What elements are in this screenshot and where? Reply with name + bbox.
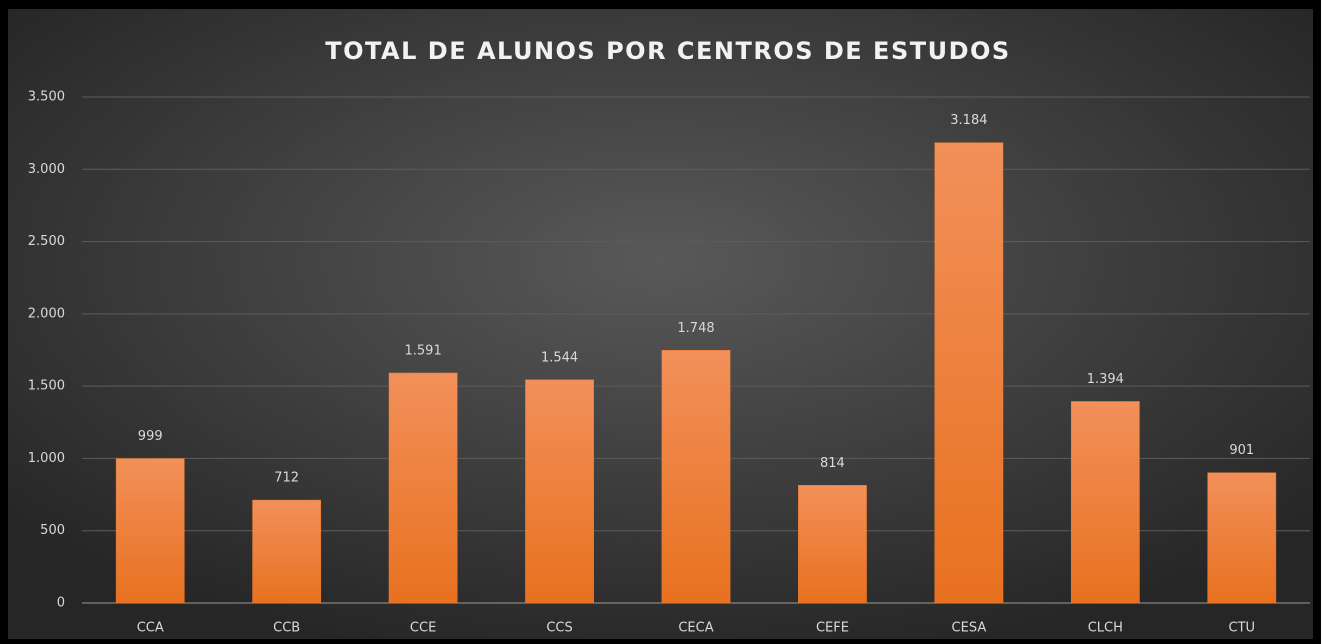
value-label: 814 — [820, 456, 845, 471]
bar — [388, 372, 458, 604]
bar — [1070, 401, 1140, 604]
bar — [934, 142, 1004, 604]
x-tick-label: CESA — [952, 621, 987, 636]
x-tick-label: CECA — [678, 621, 713, 636]
bar — [252, 499, 322, 604]
y-tick-label: 500 — [40, 523, 65, 538]
x-tick-label: CLCH — [1088, 621, 1123, 636]
value-label: 712 — [274, 471, 299, 486]
bar — [1207, 472, 1277, 604]
x-tick-label: CCA — [137, 621, 164, 636]
value-label: 1.591 — [405, 343, 442, 358]
bar — [115, 458, 185, 604]
bar — [661, 350, 731, 604]
y-tick-label: 2.500 — [28, 234, 65, 249]
bar — [525, 379, 594, 604]
x-tick-label: CTU — [1229, 621, 1256, 636]
chart-title: TOTAL DE ALUNOS POR CENTROS DE ESTUDOS — [325, 37, 1010, 65]
value-label: 999 — [138, 429, 163, 444]
x-tick-label: CCB — [273, 621, 300, 636]
value-label: 1.544 — [541, 350, 578, 365]
value-label: 1.748 — [677, 321, 714, 336]
value-label: 3.184 — [950, 113, 987, 128]
y-tick-label: 3.500 — [28, 90, 65, 105]
x-tick-label: CCE — [410, 621, 436, 636]
y-tick-label: 1.500 — [28, 379, 65, 394]
x-tick-label: CCS — [546, 621, 572, 636]
y-tick-label: 3.000 — [28, 162, 65, 177]
y-tick-label: 1.000 — [28, 451, 65, 466]
bar — [798, 485, 867, 604]
x-tick-label: CEFE — [816, 621, 849, 636]
value-label: 901 — [1229, 443, 1254, 458]
value-label: 1.394 — [1087, 372, 1124, 387]
y-tick-label: 0 — [57, 596, 65, 611]
y-tick-label: 2.000 — [28, 306, 65, 321]
